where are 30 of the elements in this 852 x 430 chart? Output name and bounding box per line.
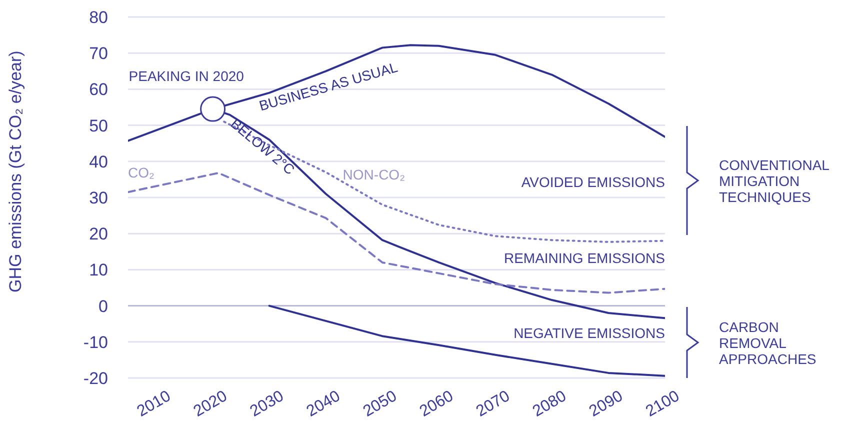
y-tick-label: 30 xyxy=(89,188,108,208)
text: CONVENTIONAL MITIGATION TECHNIQUES xyxy=(719,156,830,204)
y-tick-label: 20 xyxy=(89,224,108,244)
series-label: CO₂ xyxy=(128,164,154,181)
y-tick-label: 80 xyxy=(89,8,108,28)
x-tick-label: 2040 xyxy=(304,388,344,420)
y-tick-label: 40 xyxy=(89,152,108,172)
text: CARBON REMOVAL APPROACHES xyxy=(719,318,818,366)
series-label: NON-CO₂ xyxy=(342,166,406,182)
x-tick-label: 2050 xyxy=(360,388,400,420)
y-tick-label: 0 xyxy=(98,296,108,316)
annotation: PEAKING IN 2020 xyxy=(128,68,244,84)
annotation: AVOIDED EMISSIONS xyxy=(521,174,665,190)
x-tick-label: 2010 xyxy=(134,388,174,420)
y-tick-label: 60 xyxy=(89,80,108,100)
x-tick-label: 2090 xyxy=(586,388,626,420)
x-tick-label: 2070 xyxy=(474,388,513,420)
x-tick-label: 2060 xyxy=(416,388,456,420)
x-tick-label: 2100 xyxy=(643,388,682,420)
y-axis-title: GHG emissions (Gt CO₂ e/year) xyxy=(6,50,26,292)
y-tick-label: -20 xyxy=(83,369,108,388)
y-tick-label: 50 xyxy=(89,116,108,136)
x-tick-label: 2020 xyxy=(190,388,230,420)
x-tick-label: 2080 xyxy=(530,388,570,420)
y-tick-label: 10 xyxy=(89,260,108,280)
y-tick-label: -10 xyxy=(83,332,108,352)
y-tick-label: 70 xyxy=(89,44,108,64)
x-tick-label: 2030 xyxy=(247,388,287,420)
annotation: REMAINING EMISSIONS xyxy=(504,250,665,266)
annotation: NEGATIVE EMISSIONS xyxy=(514,325,665,341)
